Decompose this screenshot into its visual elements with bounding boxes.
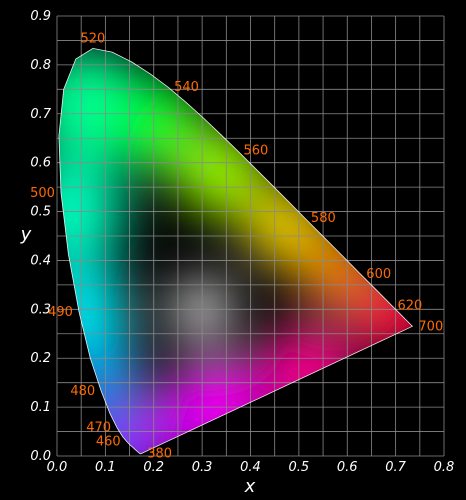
spectral-locus-outline xyxy=(58,47,413,455)
wavelength-label: 620 xyxy=(398,298,423,313)
x-tick-label: 0.0 xyxy=(47,460,68,475)
x-tick-label: 0.6 xyxy=(337,460,358,475)
wavelength-label: 460 xyxy=(96,434,121,449)
wavelength-label: 520 xyxy=(81,31,106,46)
y-tick-labels: 0.0 0.1 0.2 0.3 0.4 0.5 0.6 0.7 0.8 0.9 xyxy=(30,9,51,464)
y-axis-title: y xyxy=(20,224,32,245)
y-tick-label: 0.9 xyxy=(30,9,51,24)
wavelength-label: 480 xyxy=(70,384,95,399)
x-tick-label: 0.4 xyxy=(240,460,261,475)
x-tick-label: 0.7 xyxy=(385,460,406,475)
wavelength-label: 500 xyxy=(30,186,55,201)
y-tick-label: 0.8 xyxy=(30,58,51,73)
y-tick-label: 0.4 xyxy=(30,253,51,268)
wavelength-label: 560 xyxy=(243,144,268,159)
x-tick-label: 0.5 xyxy=(289,460,310,475)
y-tick-label: 0.7 xyxy=(30,107,51,122)
wavelength-label: 540 xyxy=(174,80,199,95)
wavelength-label: 700 xyxy=(418,319,443,334)
y-tick-label: 0.2 xyxy=(30,351,51,366)
x-axis-title: x xyxy=(244,476,256,497)
y-tick-label: 0.3 xyxy=(30,302,51,317)
y-tick-label: 0.6 xyxy=(30,156,51,171)
x-tick-label: 0.3 xyxy=(192,460,213,475)
y-tick-label: 0.5 xyxy=(30,205,51,220)
wavelength-label: 380 xyxy=(147,447,172,462)
x-tick-label: 0.2 xyxy=(143,460,164,475)
wavelength-label: 490 xyxy=(48,305,73,320)
wavelength-label: 580 xyxy=(311,211,336,226)
y-tick-label: 0.0 xyxy=(30,449,51,464)
x-tick-label: 0.1 xyxy=(95,460,116,475)
x-tick-label: 0.8 xyxy=(434,460,455,475)
grid-lines xyxy=(56,15,445,457)
x-tick-labels: 0.0 0.1 0.2 0.3 0.4 0.5 0.6 0.7 0.8 xyxy=(47,460,455,475)
y-tick-label: 0.1 xyxy=(30,400,51,415)
wavelength-label: 470 xyxy=(86,421,111,436)
wavelength-label: 600 xyxy=(366,267,391,282)
